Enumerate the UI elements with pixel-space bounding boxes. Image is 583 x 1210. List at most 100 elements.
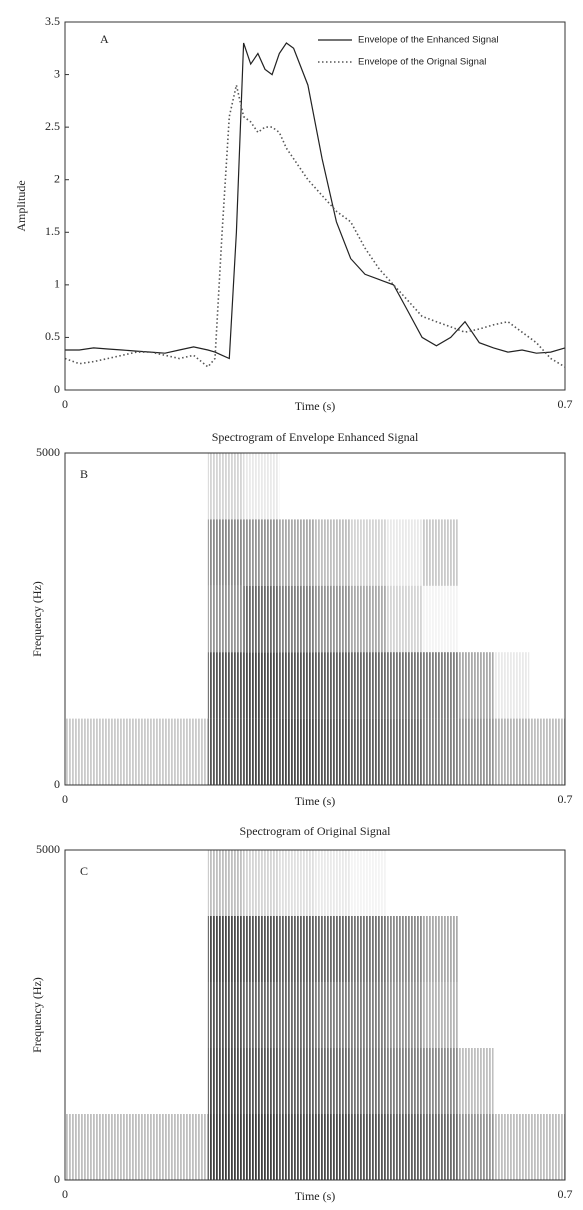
spectrogram-cell [494, 519, 530, 585]
spectrogram-cell [315, 519, 351, 586]
spectrogram-cell [350, 718, 387, 785]
spectrogram-cell [457, 652, 494, 719]
spectrogram-cell [350, 519, 387, 586]
spectrogram-cell [457, 718, 494, 785]
x-tick-label: 0.7 [558, 1187, 573, 1201]
panel-label: A [100, 32, 109, 46]
y-tick-label: 2 [54, 171, 60, 185]
spectrogram-cell [207, 916, 244, 982]
spectrogram-cell [65, 718, 101, 785]
spectrogram-cell [422, 1114, 458, 1180]
spectrogram-cell [350, 916, 387, 982]
spectrogram-cell [279, 982, 315, 1048]
spectrogram-cell [172, 1048, 208, 1114]
spectrogram-cell [350, 652, 387, 719]
spectrogram-cell [100, 718, 137, 785]
spectrogram-cell [172, 586, 208, 652]
spectrogram-cell [100, 1114, 137, 1180]
spectrogram-cell [494, 916, 530, 982]
spectrogram-cell [65, 453, 101, 519]
spectrogram-cell [422, 850, 458, 916]
spectrogram-cell [315, 850, 351, 916]
spectrogram-cell [386, 652, 423, 719]
spectrogram-cell [458, 586, 494, 652]
spectrogram-cell [315, 718, 351, 785]
spectrogram-cell [65, 652, 101, 718]
spectrogram-cell [422, 1048, 458, 1114]
spectrogram-cell [529, 850, 565, 916]
spectrogram-cell [207, 453, 244, 520]
line-series [65, 42, 566, 360]
spectrogram-cell [279, 1114, 315, 1180]
spectrogram-cell [136, 453, 172, 519]
y-tick-label: 0.5 [45, 329, 60, 343]
spectrogram-cell [207, 519, 244, 586]
plot-frame [64, 849, 566, 1181]
spectrogram-cell [136, 1048, 172, 1114]
spectrogram-cell [101, 982, 137, 1048]
y-tick-label: 5000 [36, 842, 60, 856]
spectrogram-cell [243, 453, 280, 520]
spectrogram-cell [457, 1048, 494, 1114]
y-axis-label: Frequency (Hz) [30, 977, 44, 1053]
y-tick-label: 0 [54, 382, 60, 396]
spectrogram-cell [101, 519, 137, 585]
y-tick-label: 5000 [36, 445, 60, 459]
spectrogram-cell [315, 916, 351, 982]
spectrogram-cell [422, 652, 458, 719]
spectrogram-cell [136, 652, 172, 718]
x-tick-label: 0 [62, 792, 68, 806]
spectrogram-cell [101, 1048, 137, 1114]
spectrogram-cell [458, 453, 494, 519]
spectrogram-cell [207, 1048, 244, 1114]
y-tick-label: 3 [54, 66, 60, 80]
spectrogram-cell [350, 850, 387, 916]
spectrogram-cell [386, 1048, 423, 1114]
spectrogram-cell [279, 1048, 315, 1114]
spectrogram-cell [279, 519, 315, 586]
spectrogram-cell [243, 982, 280, 1048]
spectrogram-cell [136, 718, 173, 785]
y-tick-label: 0 [54, 777, 60, 791]
spectrogram-cell [65, 1048, 101, 1114]
spectrogram-cell [494, 850, 530, 916]
spectrogram-cell [386, 718, 423, 785]
spectrogram-cell [386, 850, 422, 916]
chart-title: Spectrogram of Envelope Enhanced Signal [212, 430, 419, 444]
spectrogram-cell [386, 519, 423, 586]
spectrogram-cell [172, 453, 208, 519]
x-tick-label: 0 [62, 1187, 68, 1201]
spectrogram-cell [207, 982, 244, 1048]
spectrogram-cell [386, 1114, 423, 1180]
spectrogram-cell [279, 718, 315, 785]
spectrogram-cell [422, 585, 458, 653]
spectrogram-cell [350, 982, 387, 1048]
chart-title: Spectrogram of Original Signal [240, 824, 392, 838]
spectrogram-cell [493, 1114, 530, 1180]
spectrogram-cell [207, 652, 244, 719]
spectrogram-cell [65, 519, 101, 585]
spectrogram-cell [207, 850, 244, 916]
x-tick-label: 0.7 [558, 397, 573, 411]
spectrogram-cell [350, 585, 387, 653]
spectrogram-cell [65, 850, 101, 916]
spectrogram-cell [386, 982, 423, 1048]
spectrogram-cell [101, 586, 137, 652]
x-axis-label: Time (s) [295, 794, 336, 808]
spectrogram-cell [65, 982, 101, 1048]
spectrogram-cell [386, 585, 423, 653]
spectrogram-cell [136, 982, 172, 1048]
spectrogram-cell [172, 1114, 208, 1180]
spectrogram-cell [207, 718, 244, 785]
spectrogram-cell [494, 1048, 530, 1114]
spectrogram-cell [458, 982, 494, 1048]
y-axis-label: Amplitude [14, 180, 28, 231]
spectrogram-cell [422, 718, 458, 785]
spectrogram-cell [172, 519, 208, 585]
spectrogram-cell [493, 652, 530, 719]
spectrogram-cell [136, 1114, 173, 1180]
spectrogram-cell [529, 916, 565, 982]
spectrogram-cell [422, 519, 458, 586]
spectrogram-cell [422, 982, 458, 1048]
x-axis-label: Time (s) [295, 399, 336, 413]
